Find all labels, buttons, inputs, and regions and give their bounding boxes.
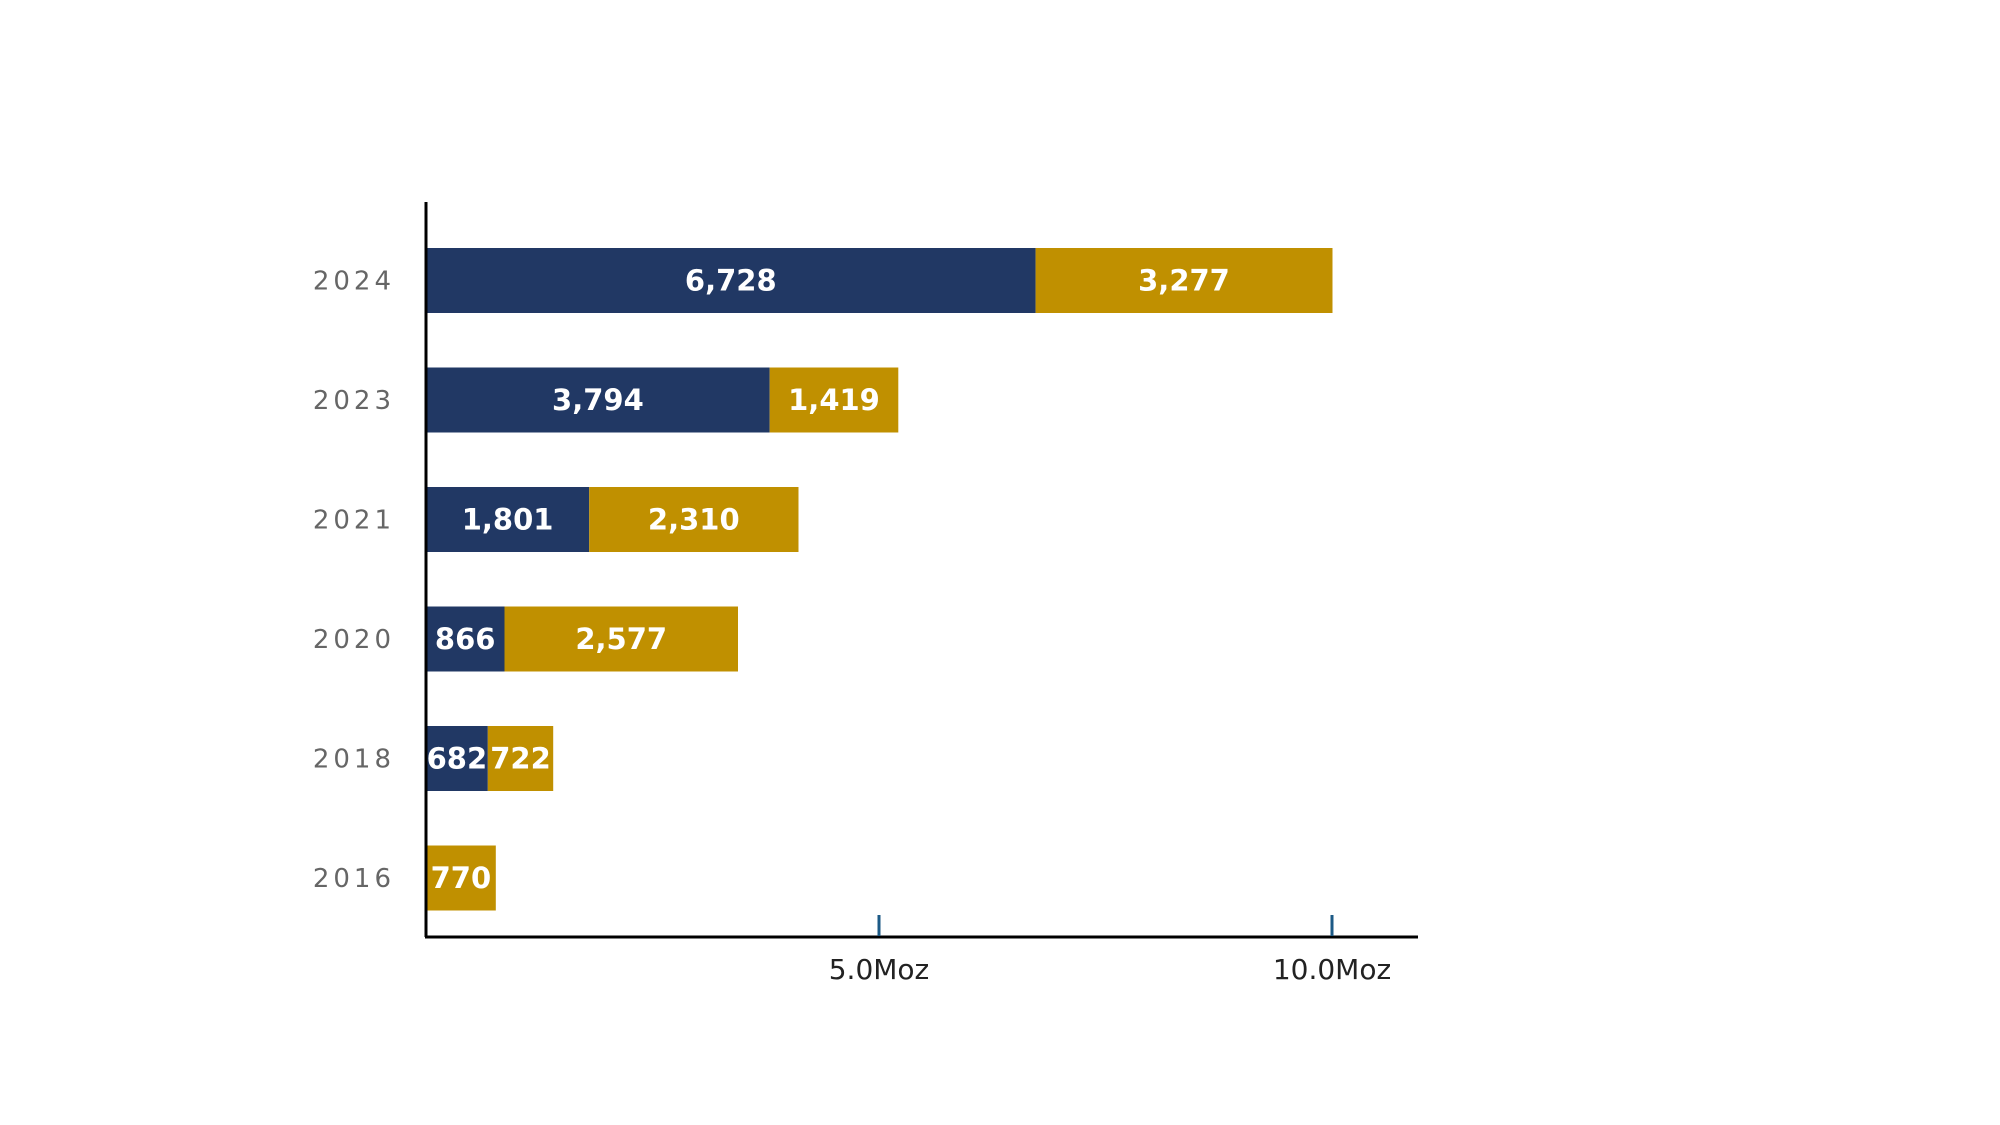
bar-value-label-2021-series-1: 1,801 xyxy=(462,503,554,537)
category-label-2020: 2020 xyxy=(313,625,395,655)
bar-2021-series-1 xyxy=(426,487,590,552)
bars-layer: 6,728 3,277 3,794 1,419 1,801 2,310 866 2,577 68… xyxy=(426,248,1333,911)
category-label-2024: 2024 xyxy=(313,267,395,297)
bar-2020-series-1 xyxy=(426,606,505,672)
bar-value-label-2018-series-2: 722 xyxy=(490,742,551,776)
bar-2023-series-1 xyxy=(426,367,770,433)
bar-value-label-2020-series-1: 866 xyxy=(435,622,496,656)
bar-value-label-2018-series-1: 682 xyxy=(427,742,488,776)
bar-value-label-2023-series-1: 3,794 xyxy=(552,383,644,417)
bar-2024-series-2 xyxy=(1035,248,1333,313)
axes-layer: 2024 2023 2021 2020 2018 2016 5.0Moz 10.0Moz xyxy=(313,202,1418,986)
bar-2020-series-2 xyxy=(504,606,738,672)
bar-2023-series-2 xyxy=(769,367,899,433)
category-label-2021: 2021 xyxy=(313,506,395,536)
bar-value-label-2016-series-2: 770 xyxy=(431,861,492,895)
bar-2021-series-2 xyxy=(589,487,799,552)
bar-2024-series-1 xyxy=(426,248,1036,313)
bar-value-label-2023-series-2: 1,419 xyxy=(788,383,880,417)
bar-value-label-2024-series-2: 3,277 xyxy=(1138,264,1230,298)
bar-value-label-2024-series-1: 6,728 xyxy=(685,264,777,298)
bar-value-label-2020-series-2: 2,577 xyxy=(575,622,667,656)
category-label-2016: 2016 xyxy=(313,864,395,894)
x-tick-label-1: 5.0Moz xyxy=(829,953,930,986)
bar-2018-series-1 xyxy=(426,726,488,791)
x-tick-label-2: 10.0Moz xyxy=(1273,953,1391,986)
bar-2016-series-2 xyxy=(426,845,496,911)
bar-2018-series-2 xyxy=(487,726,554,791)
bar-value-label-2021-series-2: 2,310 xyxy=(648,503,740,537)
category-label-2018: 2018 xyxy=(313,745,395,775)
category-label-2023: 2023 xyxy=(313,386,395,416)
